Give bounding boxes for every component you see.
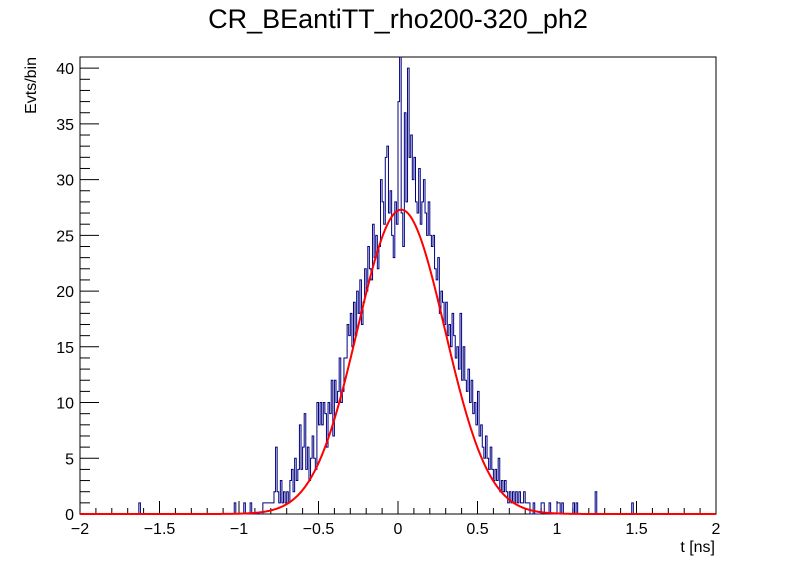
- y-tick-label: 20: [56, 284, 74, 301]
- y-tick-label: 5: [65, 451, 74, 468]
- y-axis: 0 5 10 15 20 25 30 35 40: [56, 56, 99, 524]
- y-tick-label: 30: [56, 173, 74, 190]
- x-tick-label: −1.5: [144, 521, 176, 538]
- y-tick-label: 40: [56, 61, 74, 78]
- x-tick-label: −2: [71, 521, 89, 538]
- x-axis: −2 −1.5 −1 −0.5 0 0.5 1 1.5 2: [71, 501, 721, 538]
- x-tick-label: 0: [394, 521, 403, 538]
- x-tick-label: 1: [553, 521, 562, 538]
- y-tick-label: 35: [56, 117, 74, 134]
- histogram-series: [80, 56, 716, 515]
- x-tick-label: −1: [230, 521, 248, 538]
- x-axis-label: t [ns]: [680, 539, 715, 556]
- x-tick-label: 2: [712, 521, 721, 538]
- x-tick-label: −0.5: [303, 521, 335, 538]
- histogram-outline: [80, 56, 716, 515]
- y-tick-label: 25: [56, 228, 74, 245]
- y-axis-label: Evts/bin: [23, 57, 40, 114]
- y-tick-label: 15: [56, 340, 74, 357]
- x-tick-label: 1.5: [625, 521, 647, 538]
- y-tick-label: 0: [65, 507, 74, 524]
- x-tick-label: 0.5: [466, 521, 488, 538]
- y-tick-label: 10: [56, 396, 74, 413]
- chart-title: CR_BEantiTT_rho200-320_ph2: [208, 4, 588, 34]
- fit-curve: [80, 208, 716, 515]
